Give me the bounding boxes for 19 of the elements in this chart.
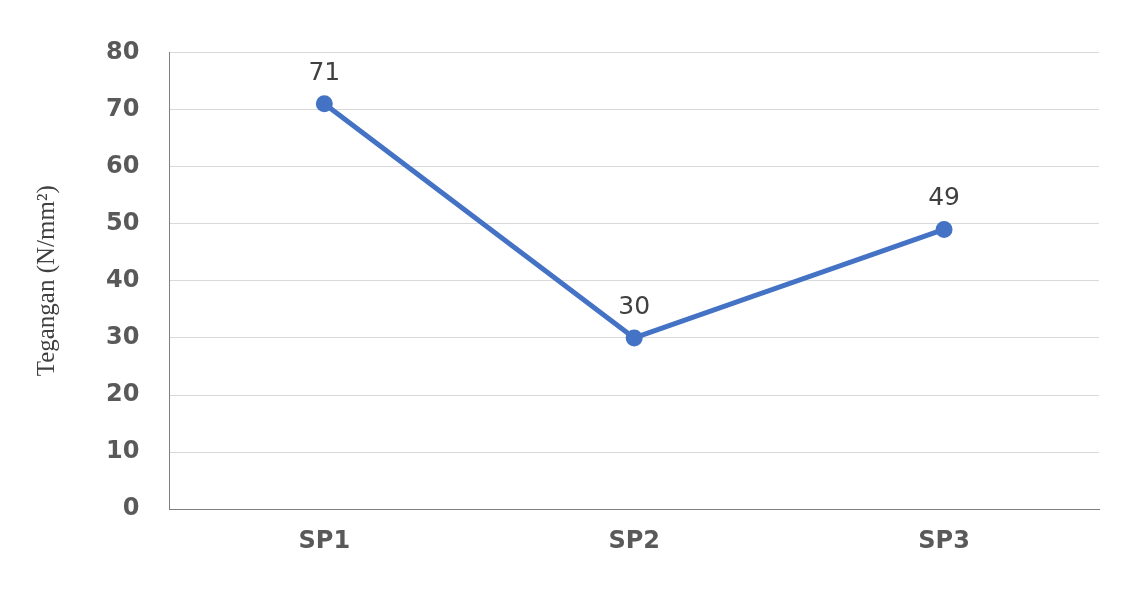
point	[315, 95, 333, 113]
data-label: 49	[928, 182, 960, 212]
x-tick-label: SP3	[918, 525, 970, 554]
y-axis-title: Tegangan (N/mm²)	[31, 185, 60, 377]
y-tick-label: 20	[105, 379, 140, 408]
x-tick-label: SP2	[608, 525, 660, 554]
data-label: 30	[618, 290, 651, 320]
y-tick-label: 80	[105, 36, 140, 65]
y-tick-label: 40	[105, 265, 140, 294]
x-tick-label: SP1	[298, 525, 351, 554]
y-tick-label: 0	[122, 493, 140, 522]
point	[625, 329, 643, 347]
data-label: 71	[308, 56, 341, 86]
y-tick-label: 10	[105, 436, 140, 465]
y-tick-label: 70	[105, 93, 140, 122]
y-tick-label: 50	[105, 207, 140, 236]
point	[935, 220, 953, 238]
y-tick-label: 30	[105, 322, 140, 351]
y-tick-label: 60	[105, 150, 140, 179]
